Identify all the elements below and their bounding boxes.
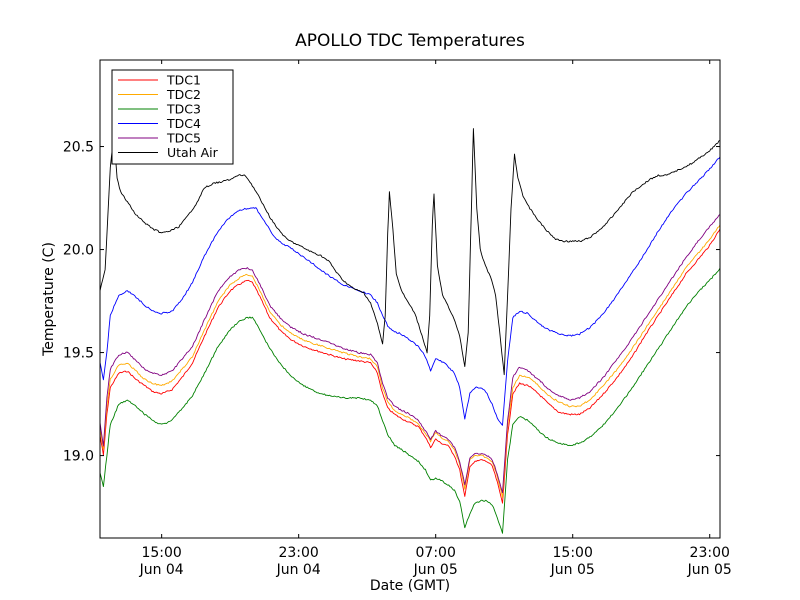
legend-box bbox=[111, 69, 234, 165]
x-tick-date-label: Jun 04 bbox=[276, 562, 321, 578]
series-layer bbox=[100, 128, 720, 534]
x-tick-time-label: 15:00 bbox=[553, 545, 593, 561]
legend-label: TDC1 bbox=[166, 73, 201, 88]
series-line-tdc1 bbox=[100, 228, 720, 504]
chart-title: APOLLO TDC Temperatures bbox=[295, 31, 525, 51]
plot-frame bbox=[99, 59, 721, 539]
x-axis-label: Date (GMT) bbox=[370, 578, 450, 594]
series-line-utah-air bbox=[100, 128, 720, 376]
legend-label: TDC5 bbox=[166, 131, 201, 146]
x-tick-date-label: Jun 04 bbox=[139, 562, 184, 578]
x-tick-time-label: 23:00 bbox=[690, 545, 730, 561]
series-line-tdc4 bbox=[100, 156, 720, 426]
x-tick-date-label: Jun 05 bbox=[550, 562, 595, 578]
series-line-tdc5 bbox=[100, 214, 720, 494]
x-tick-date-label: Jun 05 bbox=[687, 562, 732, 578]
x-tick-time-label: 23:00 bbox=[278, 545, 318, 561]
y-axis-label: Temperature (C) bbox=[41, 242, 57, 357]
x-tick-date-label: Jun 05 bbox=[413, 562, 458, 578]
legend-label: TDC3 bbox=[166, 102, 201, 117]
y-tick-label: 20.0 bbox=[63, 243, 94, 259]
x-tick-time-label: 15:00 bbox=[141, 545, 181, 561]
legend-label: TDC4 bbox=[166, 116, 201, 131]
y-tick-label: 20.5 bbox=[63, 140, 94, 156]
legend-label: Utah Air bbox=[167, 145, 219, 160]
legend-label: TDC2 bbox=[166, 87, 201, 102]
series-line-tdc2 bbox=[100, 224, 720, 498]
x-tick-time-label: 07:00 bbox=[416, 545, 456, 561]
y-tick-label: 19.5 bbox=[63, 346, 94, 362]
y-tick-label: 19.0 bbox=[63, 449, 94, 465]
series-line-tdc3 bbox=[100, 267, 720, 534]
